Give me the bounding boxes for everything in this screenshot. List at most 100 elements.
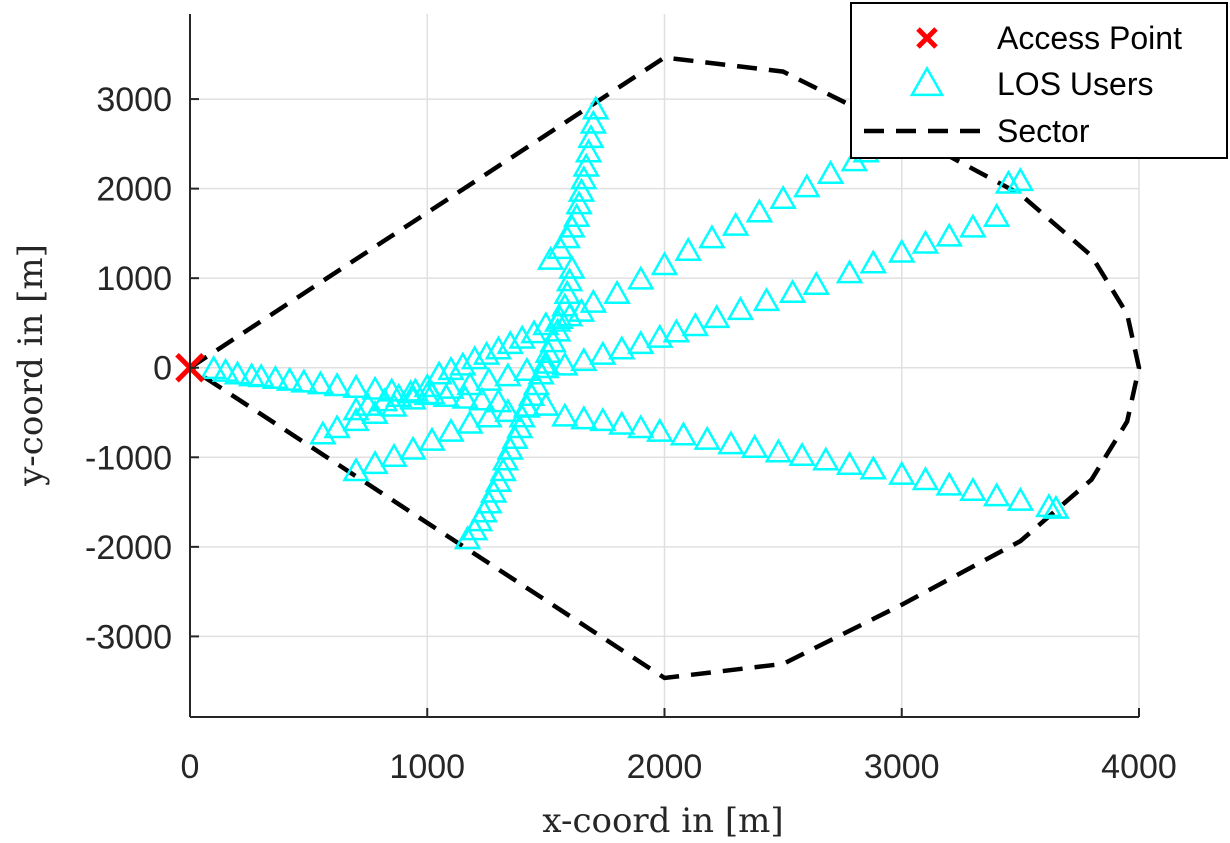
y-axis-label: y-coord in [m] <box>11 244 51 487</box>
y-tick-label: -2000 <box>85 529 172 567</box>
x-tick-label: 3000 <box>864 748 940 786</box>
user-point <box>1035 492 1063 518</box>
user-point <box>627 265 655 290</box>
user-point <box>793 173 821 198</box>
user-point <box>342 406 370 432</box>
user-point <box>721 211 750 236</box>
user-point <box>589 340 617 365</box>
user-point <box>323 372 351 397</box>
legend-label: LOS Users <box>997 66 1153 102</box>
user-point <box>650 251 679 276</box>
user-point <box>543 317 572 342</box>
user-point <box>859 249 888 274</box>
axes <box>189 14 1140 718</box>
user-point <box>835 259 864 284</box>
user-point <box>484 335 513 360</box>
user-point <box>579 288 608 313</box>
legend-label: Sector <box>997 113 1090 149</box>
user-point <box>361 449 389 475</box>
user-point <box>437 374 465 399</box>
sector-line <box>188 55 1142 681</box>
user-point <box>494 362 522 387</box>
user-point <box>698 224 726 249</box>
user-point <box>579 109 608 134</box>
user-point <box>508 324 536 349</box>
user-point <box>816 159 845 184</box>
user-point <box>911 229 940 254</box>
user-point <box>418 380 446 405</box>
user-point <box>627 329 655 355</box>
y-tick-label: -1000 <box>85 439 172 477</box>
user-point <box>959 213 987 238</box>
user-point <box>674 236 702 261</box>
user-point <box>468 386 496 411</box>
user-point <box>726 295 755 321</box>
grid <box>189 14 1140 717</box>
user-point <box>562 202 591 227</box>
user-point <box>702 303 731 329</box>
user-point <box>935 471 963 496</box>
user-point <box>646 323 674 348</box>
user-point <box>911 466 940 491</box>
user-point <box>306 370 335 395</box>
user-point <box>261 364 290 390</box>
user-point <box>681 312 710 337</box>
user-point <box>646 417 674 442</box>
user-point <box>982 482 1011 507</box>
user-point <box>570 346 598 372</box>
y-tick-label: 3000 <box>96 81 172 119</box>
user-point <box>558 254 586 279</box>
x-tick-label: 0 <box>181 748 200 786</box>
user-point <box>581 95 610 120</box>
user-point <box>513 356 541 381</box>
user-point <box>472 340 501 365</box>
user-point <box>959 476 987 501</box>
user-point <box>669 421 698 446</box>
legend-label: Access Point <box>997 20 1182 56</box>
user-point <box>608 335 636 360</box>
user-point <box>211 357 240 382</box>
user-point <box>551 351 579 376</box>
user-point <box>589 406 617 432</box>
user-point <box>555 267 584 292</box>
y-tick-label: -3000 <box>85 618 172 656</box>
user-point <box>323 414 351 439</box>
user-point <box>399 385 427 410</box>
x-tick-label: 4000 <box>1101 748 1177 786</box>
user-point <box>546 304 574 330</box>
user-point <box>717 430 745 455</box>
user-point <box>290 368 318 393</box>
y-tick-label: 0 <box>153 350 172 388</box>
user-point <box>399 435 427 460</box>
user-point <box>603 279 631 304</box>
user-point <box>982 202 1011 227</box>
user-point <box>778 278 807 304</box>
user-point <box>572 152 600 177</box>
user-point <box>475 366 503 391</box>
user-point <box>342 396 370 421</box>
user-point <box>425 360 453 385</box>
user-point <box>1006 486 1035 511</box>
user-point <box>570 165 598 190</box>
user-point <box>627 414 655 439</box>
user-point <box>553 279 581 304</box>
user-point <box>577 123 605 149</box>
user-point <box>456 409 484 434</box>
legend-access-point-symbol <box>916 27 938 49</box>
user-point <box>494 397 522 423</box>
user-point <box>275 366 304 391</box>
user-point <box>1006 166 1035 192</box>
user-point <box>520 319 548 344</box>
user-point <box>380 392 408 417</box>
y-tick-label: 2000 <box>96 171 172 209</box>
user-point <box>418 426 446 451</box>
user-point <box>769 184 797 210</box>
user-point <box>574 138 603 163</box>
user-point <box>342 457 370 482</box>
user-point <box>551 402 579 427</box>
x-tick-label: 2000 <box>627 748 703 786</box>
user-point <box>361 375 389 400</box>
user-point <box>565 190 593 215</box>
legend-x-stroke <box>916 27 938 49</box>
